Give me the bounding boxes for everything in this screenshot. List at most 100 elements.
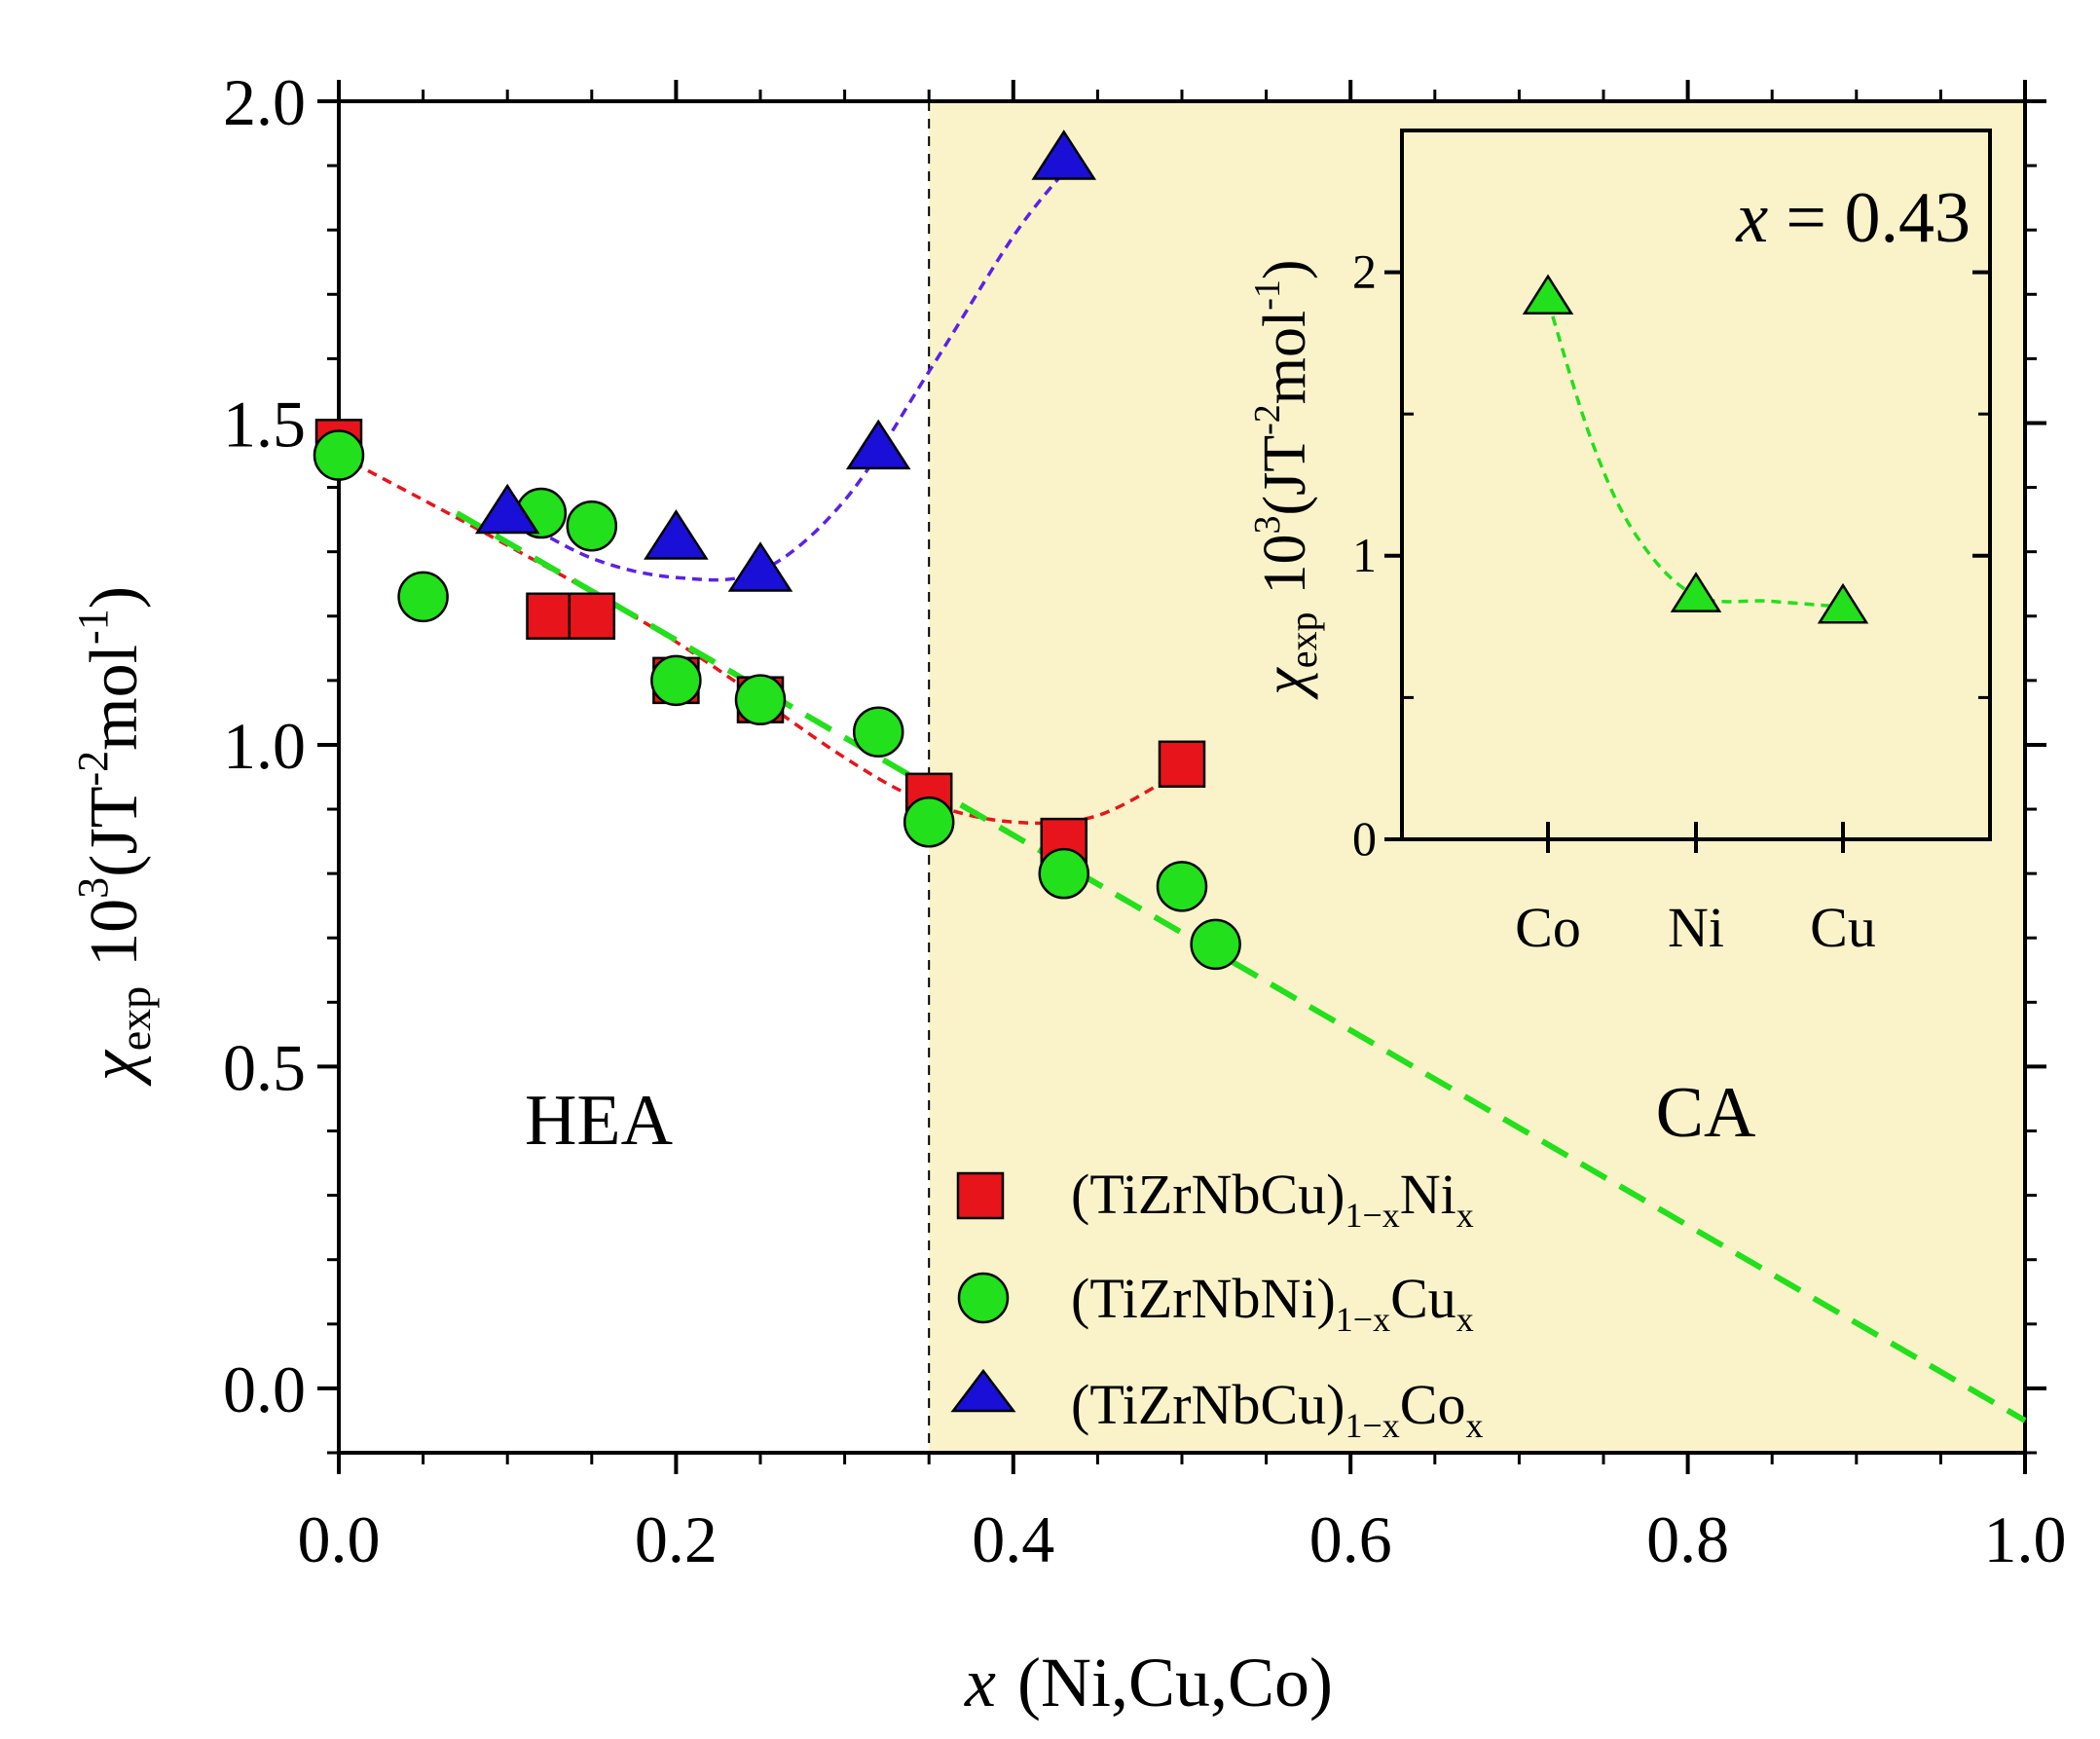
inset-y-ticks: 0 1 2 <box>1352 129 1990 866</box>
y-tick-label: 1.5 <box>223 387 306 461</box>
y-chi: χ <box>77 1049 152 1087</box>
legend-marker-circle <box>957 1272 1010 1324</box>
x-tick-label: 0.8 <box>1646 1502 1729 1576</box>
legend-ni-sub2: x <box>1456 1196 1474 1235</box>
legend-label-co: (TiZrNbCu)1−xCox <box>1071 1373 1483 1445</box>
legend-marker-triangle <box>950 1368 1016 1413</box>
x-axis-rest: (Ni,Cu,Co) <box>1017 1644 1333 1721</box>
legend: (TiZrNbCu)1−xNix (TiZrNbNi)1−xCux (TiZrN… <box>950 1163 1483 1445</box>
legend-co-main: (TiZrNbCu) <box>1071 1373 1345 1436</box>
x-tick-label: 0.4 <box>972 1502 1054 1576</box>
inset-y-axis-title: χexp 103(JT-2mol-1) <box>1247 259 1325 699</box>
y-tick-label: 0.5 <box>223 1030 306 1104</box>
co-fit-curve <box>506 170 1066 582</box>
legend-label-ni: (TiZrNbCu)1−xNix <box>1071 1163 1474 1235</box>
inset-data-point <box>1817 582 1869 624</box>
legend-cu-main: (TiZrNbNi) <box>1071 1267 1336 1330</box>
co-data-point <box>727 541 793 592</box>
inset-data-point <box>1522 274 1574 315</box>
legend-cu-sub: 1−x <box>1336 1300 1390 1339</box>
main-x-axis-title: x (Ni,Cu,Co) <box>964 1644 1333 1721</box>
cu-data-point <box>1156 861 1208 912</box>
inset-y-ten-exp: 3 <box>1247 516 1288 535</box>
x-tick-label: 0.0 <box>298 1502 381 1576</box>
inset-y-mol-exp: -1 <box>1247 279 1288 311</box>
inset-x-ticks: Co Ni Cu <box>1515 822 1876 959</box>
inset-y-tick-label: 2 <box>1352 244 1377 299</box>
inset-y-chi-sub: exp <box>1281 612 1325 669</box>
inset-x-tick-label: Cu <box>1810 896 1876 959</box>
cu-data-point <box>566 500 618 552</box>
main-y-axis-title: χexp 103(JT-2mol-1) <box>69 586 160 1087</box>
x-tick-label: 0.6 <box>1309 1502 1392 1576</box>
y-mol-exp: -1 <box>69 609 117 645</box>
legend-co-el: Co <box>1400 1373 1466 1436</box>
legend-label-cu: (TiZrNbNi)1−xCux <box>1071 1267 1474 1339</box>
legend-co-sub2: x <box>1465 1406 1483 1445</box>
cu-data-point <box>852 706 904 758</box>
y-tick-label: 2.0 <box>223 65 306 139</box>
legend-co-sub: 1−x <box>1345 1406 1399 1445</box>
inset-y-chi: χ <box>1252 667 1318 700</box>
y-mol: mol <box>77 645 152 751</box>
cu-data-point <box>650 654 702 707</box>
cu-data-point <box>1190 918 1241 971</box>
inset-x-tick-label: Co <box>1515 896 1581 959</box>
y-ten-exp: 3 <box>69 877 117 899</box>
legend-cu-el: Cu <box>1390 1267 1456 1330</box>
ni-data-point <box>1158 740 1206 789</box>
ni-data-point <box>526 592 573 641</box>
cu-data-point <box>397 571 449 623</box>
main-y-ticks: 0.0 0.5 1.0 1.5 2.0 <box>223 65 2046 1455</box>
inset-chart: 0 1 2 Co Ni Cu x = 0.43 χexp 103(JT-2mol-1) <box>1247 129 1992 959</box>
legend-entry-co: (TiZrNbCu)1−xCox <box>950 1368 1483 1445</box>
legend-marker-square <box>956 1171 1005 1220</box>
y-ten: 10 <box>77 899 152 967</box>
inset-annotation: x = 0.43 <box>1735 178 1971 258</box>
co-data-point <box>644 509 709 560</box>
cu-data-point <box>903 796 955 848</box>
cu-data-point <box>1038 847 1090 900</box>
y-t-exp: -2 <box>69 751 117 787</box>
y-tick-label: 1.0 <box>223 709 306 783</box>
y-close: ) <box>77 586 152 609</box>
inset-data-points <box>1522 274 1869 624</box>
x-tick-label: 0.2 <box>635 1502 718 1576</box>
legend-ni-main: (TiZrNbCu) <box>1071 1163 1345 1226</box>
x-tick-label: 1.0 <box>1984 1502 2067 1576</box>
cu-data-point <box>313 429 365 481</box>
inset-annotation-rest: = 0.43 <box>1786 178 1971 258</box>
co-data-point <box>474 483 540 535</box>
inset-y-ten: 10 <box>1252 535 1318 595</box>
main-data-points <box>313 130 1241 971</box>
inset-fit-curve <box>1546 300 1844 609</box>
main-x-ticks: 0.0 0.2 0.4 0.6 0.8 1.0 <box>298 80 2067 1576</box>
y-tick-label: 0.0 <box>223 1352 306 1426</box>
x-axis-italic-x: x <box>964 1644 996 1721</box>
hea-region-label: HEA <box>525 1081 673 1161</box>
ni-data-point <box>568 592 616 641</box>
legend-entry-ni: (TiZrNbCu)1−xNix <box>956 1163 1474 1235</box>
inset-x-tick-label: Ni <box>1668 896 1724 959</box>
inset-y-t-exp: -2 <box>1247 404 1288 435</box>
inset-annotation-x: x <box>1735 178 1768 258</box>
inset-y-tick-label: 1 <box>1352 528 1377 582</box>
y-chi-sub: exp <box>110 986 160 1051</box>
ca-region-label: CA <box>1656 1073 1756 1153</box>
legend-ni-sub: 1−x <box>1345 1196 1399 1235</box>
legend-ni-el: Ni <box>1400 1163 1456 1226</box>
inset-y-mol: mol <box>1252 311 1318 404</box>
inset-data-point <box>1670 572 1722 612</box>
y-open: (JT <box>77 787 152 877</box>
inset-y-tick-label: 0 <box>1352 811 1377 866</box>
inset-y-open: (JT <box>1252 435 1318 516</box>
co-data-point <box>845 419 911 470</box>
inset-plot-frame <box>1400 129 1992 841</box>
inset-y-close: ) <box>1252 259 1318 279</box>
legend-entry-cu: (TiZrNbNi)1−xCux <box>957 1267 1474 1339</box>
linear-fit-curve <box>455 510 2027 1424</box>
legend-cu-sub2: x <box>1456 1300 1474 1339</box>
cu-data-point <box>734 674 787 725</box>
co-data-point <box>1031 130 1097 180</box>
